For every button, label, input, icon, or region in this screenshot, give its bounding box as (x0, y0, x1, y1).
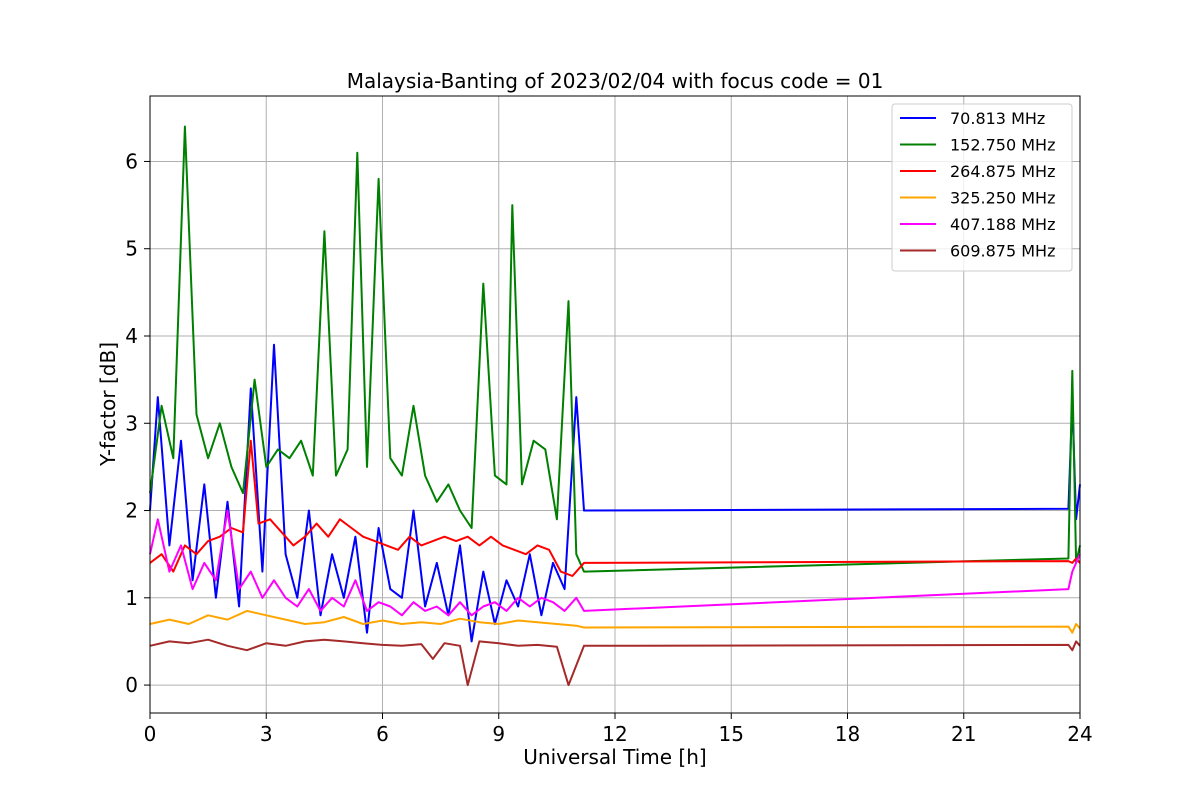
legend-label: 152.750 MHz (950, 136, 1055, 155)
x-tick-label: 3 (260, 722, 273, 746)
y-axis-label: Y-factor [dB] (96, 342, 120, 467)
series-line-4 (149, 609, 1081, 634)
x-axis-label: Universal Time [h] (523, 745, 706, 769)
y-tick-label: 3 (125, 411, 138, 435)
y-tick-label: 1 (125, 586, 138, 610)
x-tick-label: 6 (376, 722, 389, 746)
y-axis: 0 1 2 3 4 5 6 (125, 149, 150, 697)
y-tick-label: 2 (125, 499, 138, 523)
x-tick-label: 21 (951, 722, 976, 746)
series-line-5 (149, 509, 1081, 617)
series-line-3 (149, 439, 1081, 577)
x-tick-label: 24 (1067, 722, 1092, 746)
legend-label: 407.188 MHz (950, 215, 1055, 234)
legend-box (891, 103, 1073, 272)
plot-area (149, 125, 1081, 687)
y-tick-label: 0 (125, 673, 138, 697)
chart-title: Malaysia-Banting of 2023/02/04 with focu… (347, 69, 884, 93)
y-tick-label: 6 (125, 149, 138, 173)
x-tick-label: 15 (719, 722, 744, 746)
legend: 70.813 MHz 152.750 MHz 264.875 MHz 325.250 … (891, 103, 1073, 272)
legend-label: 325.250 MHz (950, 189, 1055, 208)
x-tick-label: 12 (602, 722, 627, 746)
x-tick-label: 0 (144, 722, 157, 746)
series-line-2 (149, 125, 1081, 573)
legend-label: 70.813 MHz (950, 109, 1045, 128)
legend-label: 609.875 MHz (950, 242, 1055, 261)
x-tick-label: 9 (492, 722, 505, 746)
series-line-6 (149, 638, 1081, 687)
y-tick-label: 5 (125, 237, 138, 261)
y-tick-label: 4 (125, 324, 138, 348)
x-axis: 0 3 6 9 12 15 18 21 24 (144, 713, 1093, 746)
series-line-1 (149, 343, 1081, 643)
legend-label: 264.875 MHz (950, 162, 1055, 181)
x-tick-label: 18 (835, 722, 860, 746)
